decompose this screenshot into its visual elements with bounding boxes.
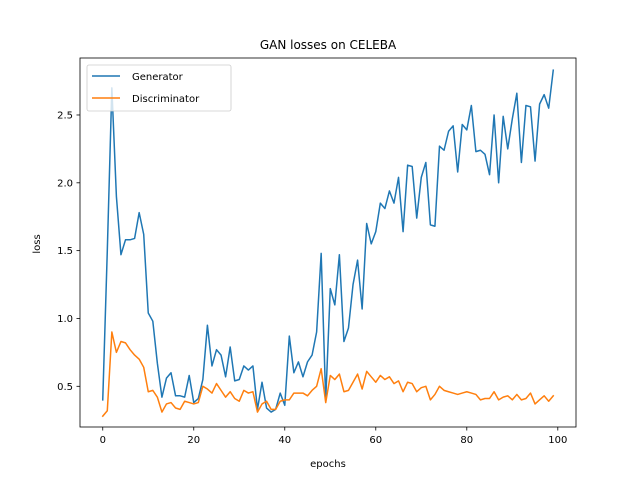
- plot-area: 0 20 40 60 80 100 0.5 1.0 1.5 2.0 2.5: [57, 57, 577, 446]
- y-tick-label: 2.5: [57, 110, 73, 121]
- y-axis-label: loss: [32, 234, 43, 253]
- legend: Generator Discriminator: [86, 64, 232, 112]
- x-tick-label: 20: [187, 435, 200, 446]
- x-tick-label: 60: [369, 435, 382, 446]
- y-tick-label: 0.5: [57, 382, 73, 393]
- series-line-discriminator: [101, 331, 555, 418]
- x-tick-label: 40: [278, 435, 291, 446]
- legend-box: [86, 64, 232, 112]
- chart-title: GAN losses on CELEBA: [260, 38, 397, 52]
- x-axis-label: epochs: [310, 459, 346, 470]
- y-tick-label: 1.0: [57, 314, 73, 325]
- legend-label-discriminator: Discriminator: [132, 94, 200, 105]
- series-line-generator: [101, 69, 555, 413]
- x-tick-label: 80: [460, 435, 473, 446]
- y-tick-label: 2.0: [57, 178, 73, 189]
- x-tick-label: 100: [548, 435, 567, 446]
- y-tick-label: 1.5: [57, 246, 73, 257]
- legend-label-generator: Generator: [132, 72, 184, 83]
- axes-frame: [79, 57, 577, 428]
- x-tick-label: 0: [100, 435, 106, 446]
